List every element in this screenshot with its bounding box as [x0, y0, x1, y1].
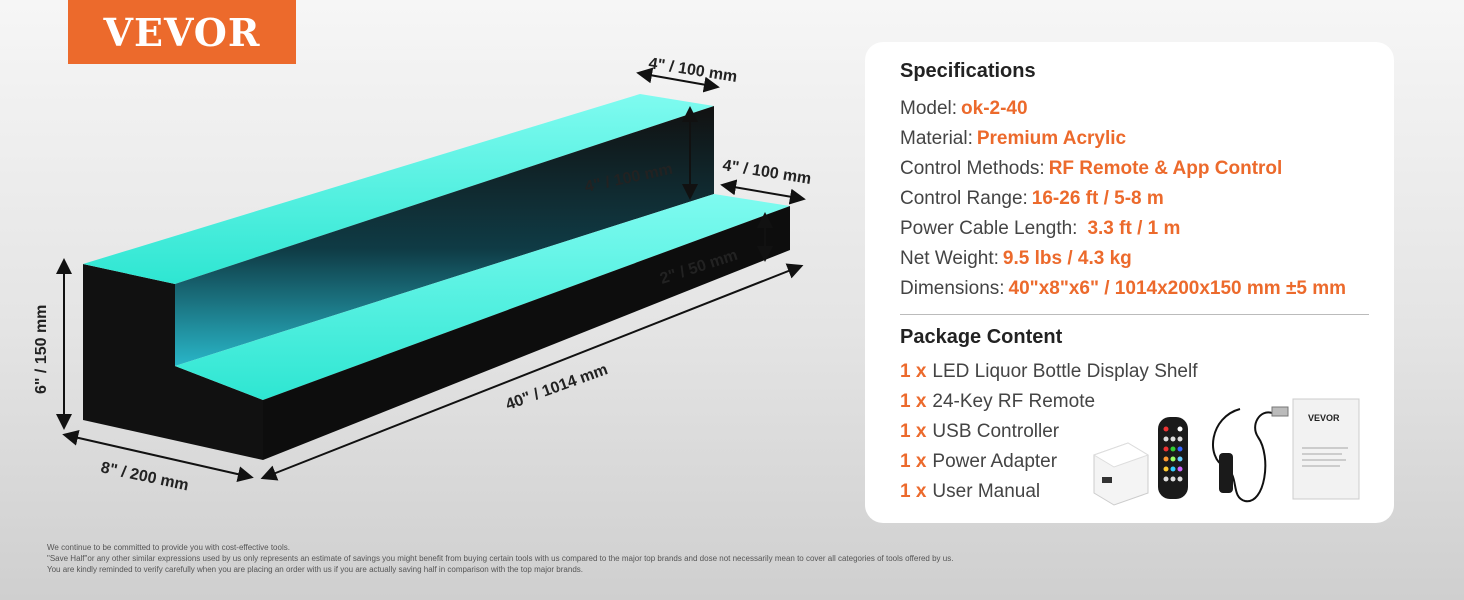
dim-length: 40" / 1014 mm	[504, 361, 611, 414]
spec-item: Control Methods: RF Remote & App Control	[900, 154, 1346, 184]
package-name: User Manual	[932, 481, 1041, 502]
package-content-title: Package Content	[900, 326, 1063, 348]
spec-label: Control Methods:	[900, 158, 1045, 179]
spec-label: Model:	[900, 98, 958, 119]
spec-item: Model: ok-2-40	[900, 94, 1346, 124]
upper-tier-top	[83, 94, 714, 284]
spec-label: Dimensions:	[900, 278, 1005, 299]
spec-item: Material: Premium Acrylic	[900, 124, 1346, 154]
dimension-lines	[56, 67, 806, 483]
svg-text:VEVOR: VEVOR	[1308, 413, 1340, 423]
dim-step-depth: 4" / 100 mm	[721, 157, 812, 188]
package-item: 1 x 24-Key RF Remote	[900, 387, 1198, 417]
package-name: Power Adapter	[932, 451, 1058, 472]
spec-item: Power Cable Length: 3.3 ft / 1 m	[900, 214, 1346, 244]
spec-item: Control Range: 16-26 ft / 5-8 m	[900, 184, 1346, 214]
package-name: LED Liquor Bottle Display Shelf	[932, 361, 1198, 382]
dim-depth: 8" / 200 mm	[99, 459, 190, 494]
disclaimer-line: We continue to be committed to provide y…	[47, 543, 290, 552]
brand-logo: VEVOR	[68, 0, 296, 64]
spec-label: Net Weight:	[900, 248, 999, 269]
spec-value: ok-2-40	[961, 98, 1028, 119]
product-illustration: 4" / 100 mm 4" / 100 mm 4" / 100 mm 2" /…	[33, 55, 812, 494]
package-name: 24-Key RF Remote	[932, 391, 1096, 412]
package-qty: 1 x	[900, 421, 927, 442]
spec-value: 16-26 ft / 5-8 m	[1031, 188, 1164, 209]
specifications-title: Specifications	[900, 60, 1036, 82]
dim-height: 6" / 150 mm	[33, 305, 50, 394]
spec-label: Power Cable Length:	[900, 218, 1078, 239]
spec-value: Premium Acrylic	[976, 128, 1127, 149]
usb-controller-icon	[1212, 406, 1289, 503]
user-manual-icon: VEVOR	[1292, 398, 1360, 500]
spec-value: 40"x8"x6" / 1014x200x150 mm ±5 mm	[1008, 278, 1347, 299]
package-name: USB Controller	[932, 421, 1060, 442]
dim-top-depth: 4" / 100 mm	[647, 55, 738, 86]
power-adapter-icon	[1092, 442, 1150, 506]
package-item: 1 x USB Controller	[900, 417, 1198, 447]
spec-value: RF Remote & App Control	[1048, 158, 1283, 179]
package-item: 1 x Power Adapter	[900, 447, 1198, 477]
spec-label: Material:	[900, 128, 973, 149]
package-qty: 1 x	[900, 391, 927, 412]
package-qty: 1 x	[900, 451, 927, 472]
spec-value: 3.3 ft / 1 m	[1087, 218, 1181, 239]
spec-value: 9.5 lbs / 4.3 kg	[1002, 248, 1132, 269]
remote-icon	[1158, 417, 1188, 499]
package-qty: 1 x	[900, 481, 927, 502]
package-qty: 1 x	[900, 361, 927, 382]
divider	[900, 314, 1369, 315]
spec-label: Control Range:	[900, 188, 1028, 209]
accessories-image: VEVOR	[1092, 398, 1360, 506]
package-list: 1 x LED Liquor Bottle Display Shelf 1 x 24…	[900, 357, 1198, 507]
package-item: 1 x LED Liquor Bottle Display Shelf	[900, 357, 1198, 387]
disclaimer-line: You are kindly reminded to verify carefu…	[47, 565, 583, 574]
package-item: 1 x User Manual	[900, 477, 1198, 507]
spec-item: Net Weight: 9.5 lbs / 4.3 kg	[900, 244, 1346, 274]
spec-card: Specifications Model: ok-2-40 Material: Pr…	[865, 42, 1394, 523]
disclaimer-line: "Save Half"or any other similar expressi…	[47, 554, 954, 563]
spec-item: Dimensions: 40"x8"x6" / 1014x200x150 mm ±…	[900, 274, 1346, 304]
shelf-end-panel	[83, 264, 263, 460]
disclaimer: We continue to be committed to provide y…	[47, 542, 953, 575]
spec-list: Model: ok-2-40 Material: Premium Acrylic C…	[900, 94, 1346, 304]
